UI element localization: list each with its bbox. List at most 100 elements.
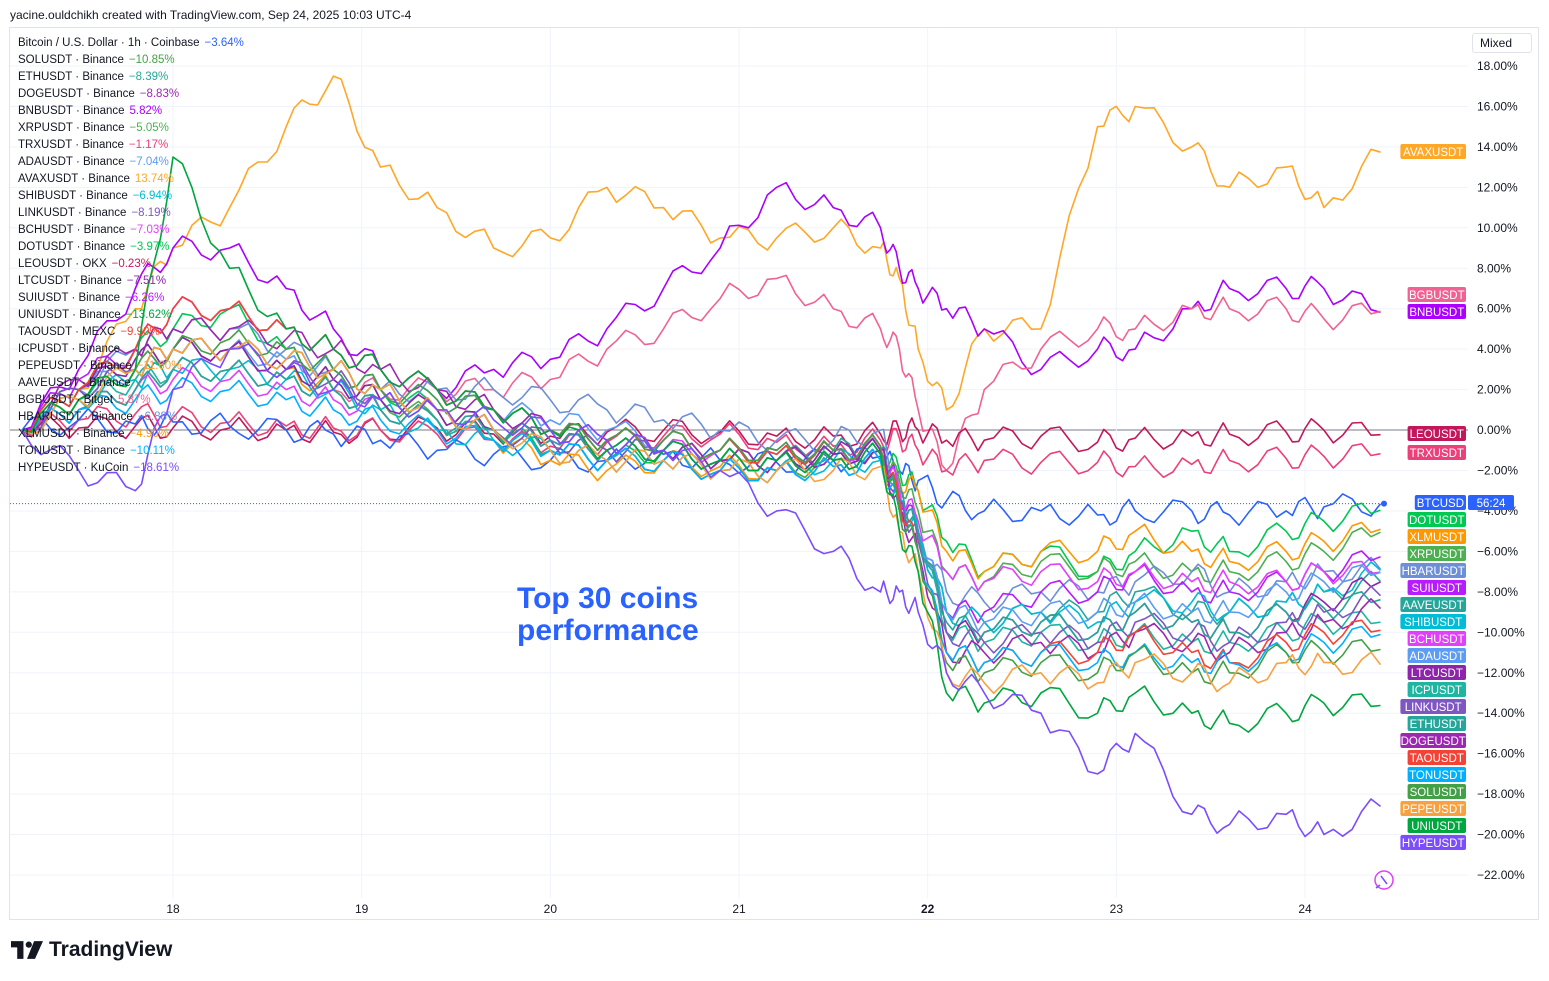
series-line-hbarusdt[interactable]: [21, 317, 1382, 614]
tradingview-brand[interactable]: TradingView: [11, 938, 172, 962]
legend-item[interactable]: BNBUSDT · Binance 5.82%: [18, 103, 244, 120]
legend-item[interactable]: BGBUSDT · Bitget 5.87%: [18, 392, 244, 409]
series-line-bnbusdt[interactable]: [21, 181, 1381, 431]
legend-item[interactable]: TRXUSDT · Binance −1.17%: [18, 137, 244, 154]
legend-item[interactable]: ETHUSDT · Binance −8.39%: [18, 69, 244, 86]
series-price-label-hbarusdt[interactable]: HBARUSDT: [1400, 563, 1466, 578]
legend-item[interactable]: PEPEUSDT · Binance −11.60%: [18, 358, 244, 375]
series-price-label-text: UNIUSDT: [1411, 821, 1462, 833]
y-tick-label: −6.00%: [1477, 544, 1518, 558]
legend-item[interactable]: SOLUSDT · Binance −10.85%: [18, 52, 244, 69]
legend-item[interactable]: XRPUSDT · Binance −5.05%: [18, 120, 244, 137]
magic-icon[interactable]: [1374, 870, 1394, 890]
chart-annotation: Top 30 coins performance: [517, 583, 699, 647]
series-line-taousdt[interactable]: [22, 296, 1381, 673]
legend-item[interactable]: DOTUSDT · Binance −3.97%: [18, 239, 244, 256]
legend-item[interactable]: Bitcoin / U.S. Dollar · 1h · Coinbase −3.…: [18, 35, 244, 52]
series-price-label-bg: [1407, 304, 1466, 319]
legend-item[interactable]: AVAXUSDT · Binance 13.74%: [18, 171, 244, 188]
legend-symbol: LTCUSDT · Binance: [18, 275, 122, 287]
series-line-uniusdt[interactable]: [21, 156, 1381, 733]
series-price-label-dotusdt[interactable]: DOTUSDT: [1407, 512, 1466, 527]
series-price-label-bchusdt[interactable]: BCHUSDT: [1407, 631, 1466, 646]
series-price-label-tonusdt[interactable]: TONUSDT: [1407, 767, 1466, 782]
legend-item[interactable]: HBARUSDT · Binance −6.88%: [18, 409, 244, 426]
series-line-solusdt[interactable]: [21, 329, 1381, 685]
legend-item[interactable]: ADAUSDT · Binance −7.04%: [18, 154, 244, 171]
series-price-label-text: TAOUSDT: [1410, 753, 1464, 765]
legend-item[interactable]: AAVEUSDT · Binance: [18, 375, 244, 392]
y-tick-label: 14.00%: [1477, 140, 1518, 154]
series-price-label-shibusdt[interactable]: SHIBUSDT: [1400, 614, 1466, 629]
series-price-label-text: PEPEUSDT: [1402, 804, 1464, 816]
series-price-label-bg: [1400, 801, 1466, 816]
series-price-label-ethusdt[interactable]: ETHUSDT: [1407, 716, 1466, 731]
legend-item[interactable]: LINKUSDT · Binance −8.19%: [18, 205, 244, 222]
legend-symbol: ADAUSDT · Binance: [18, 156, 125, 168]
series-price-label-icpusdt[interactable]: ICPUSDT: [1407, 682, 1466, 697]
legend-change: −9.90%: [120, 326, 160, 338]
legend-item[interactable]: XLMUSDT · Binance −4.90%: [18, 426, 244, 443]
series-line-leousdt[interactable]: [21, 414, 1381, 453]
legend-change: −4.90%: [129, 428, 169, 440]
legend-item[interactable]: TONUSDT · Binance −10.11%: [18, 443, 244, 460]
series-price-label-trxusdt[interactable]: TRXUSDT: [1407, 445, 1466, 460]
series-price-label-taousdt[interactable]: TAOUSDT: [1407, 750, 1466, 765]
legend-change: −8.39%: [128, 71, 169, 83]
legend-item[interactable]: SUIUSDT · Binance −6.26%: [18, 290, 244, 307]
series-price-label-bg: [1400, 597, 1466, 612]
series-price-label-bg: [1400, 614, 1466, 629]
series-price-label-suiusdt[interactable]: SUIUSDT: [1407, 580, 1466, 595]
chart-frame: [9, 27, 1539, 920]
legend-item[interactable]: TAOUSDT · MEXC −9.90%: [18, 324, 244, 341]
series-line-trxusdt[interactable]: [21, 402, 1381, 479]
series-price-label-hypeusdt[interactable]: HYPEUSDT: [1400, 835, 1466, 850]
tradingview-logo-icon: [11, 941, 43, 959]
series-line-hypeusdt[interactable]: [21, 343, 1381, 838]
series-price-label-bg: [1407, 648, 1466, 663]
series-price-label-bg: [1400, 144, 1466, 159]
series-price-label-bnbusdt[interactable]: BNBUSDT: [1407, 304, 1466, 319]
legend-item[interactable]: ICPUSDT · Binance: [18, 341, 244, 358]
series-price-label-aaveusdt[interactable]: AAVEUSDT: [1400, 597, 1466, 612]
legend-item[interactable]: LTCUSDT · Binance −7.51%: [18, 273, 244, 290]
x-tick-label: 19: [355, 902, 369, 916]
series-price-label-xlmusdt[interactable]: XLMUSDT: [1407, 529, 1466, 544]
magic-icon-spark: [1375, 875, 1388, 889]
legend-item[interactable]: HYPEUSDT · KuCoin −18.61%: [18, 460, 244, 477]
series-price-label-linkusdt[interactable]: LINKUSDT: [1400, 699, 1466, 714]
series-price-label-avaxusdt[interactable]: AVAXUSDT: [1400, 144, 1466, 159]
series-price-label-bgbusdt[interactable]: BGBUSDT: [1407, 287, 1466, 302]
series-price-label-solusdt[interactable]: SOLUSDT: [1407, 784, 1466, 799]
legend-change: 5.87%: [118, 394, 151, 406]
series-price-label-adausdt[interactable]: ADAUSDT: [1407, 648, 1466, 663]
legend-item[interactable]: BCHUSDT · Binance −7.03%: [18, 222, 244, 239]
series-price-label-dogeusdt[interactable]: DOGEUSDT: [1400, 733, 1466, 748]
scale-mode-button[interactable]: Mixed: [1472, 33, 1532, 53]
series-price-label-pepeusdt[interactable]: PEPEUSDT: [1400, 801, 1466, 816]
series-price-label-uniusdt[interactable]: UNIUSDT: [1407, 818, 1466, 833]
legend-item[interactable]: LEOUSDT · OKX −0.23%: [18, 256, 244, 273]
x-tick-label: 23: [1110, 902, 1124, 916]
series-price-label-text: XLMUSDT: [1409, 532, 1464, 544]
series-price-label-leousdt[interactable]: LEOUSDT: [1407, 426, 1466, 441]
series-price-label-text: SUIUSDT: [1412, 583, 1462, 595]
legend-change: −7.03%: [130, 224, 170, 236]
series-price-label-text: SOLUSDT: [1410, 787, 1464, 799]
legend-item[interactable]: DOGEUSDT · Binance −8.83%: [18, 86, 244, 103]
series-price-label-btcusd[interactable]: BTCUSD 56:24: [1414, 495, 1514, 510]
series-price-label-text: DOGEUSDT: [1401, 736, 1466, 748]
legend-item[interactable]: SHIBUSDT · Binance −6.94%: [18, 188, 244, 205]
legend-item[interactable]: UNIUSDT · Binance −13.62%: [18, 307, 244, 324]
legend-change: −10.11%: [129, 445, 175, 457]
legend-change: −7.51%: [126, 275, 167, 287]
series-price-label-xrpusdt[interactable]: XRPUSDT: [1407, 546, 1466, 561]
chart-credit: yacine.ouldchikh created with TradingVie…: [10, 8, 412, 22]
x-tick-label: 18: [166, 902, 180, 916]
series-line-avaxusdt[interactable]: [21, 75, 1381, 433]
series-line-pepeusdt[interactable]: [21, 337, 1382, 695]
series-line-btcusd[interactable]: [21, 407, 1382, 526]
series-price-label-ltcusdt[interactable]: LTCUSDT: [1407, 665, 1466, 680]
annotation-line-1: Top 30 coins: [517, 582, 699, 615]
